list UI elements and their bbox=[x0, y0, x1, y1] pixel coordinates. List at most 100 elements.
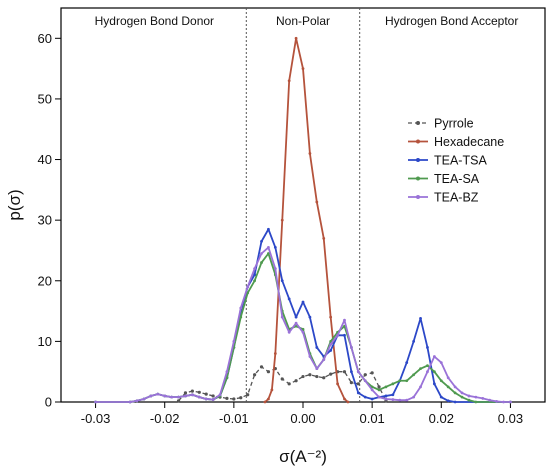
data-point bbox=[412, 395, 416, 399]
y-tick-label: 10 bbox=[38, 334, 52, 349]
data-point bbox=[467, 398, 471, 402]
data-point bbox=[398, 379, 402, 383]
data-point bbox=[349, 381, 353, 385]
data-point bbox=[267, 252, 270, 255]
data-point bbox=[419, 385, 422, 389]
data-point bbox=[439, 395, 443, 399]
x-tick-label: -0.02 bbox=[150, 411, 180, 426]
data-point bbox=[384, 385, 388, 389]
region-label: Hydrogen Bond Donor bbox=[95, 14, 214, 28]
data-point bbox=[273, 352, 277, 355]
data-point bbox=[301, 374, 305, 379]
data-point bbox=[329, 343, 333, 346]
data-point bbox=[211, 398, 215, 401]
y-tick-label: 50 bbox=[38, 91, 52, 106]
data-point bbox=[263, 400, 267, 404]
data-point bbox=[405, 379, 409, 383]
data-point bbox=[135, 399, 139, 403]
data-point bbox=[370, 388, 374, 392]
data-point bbox=[246, 393, 250, 397]
data-point bbox=[287, 382, 291, 386]
data-point bbox=[322, 376, 326, 380]
data-point bbox=[190, 389, 194, 393]
data-point bbox=[308, 315, 312, 319]
data-point bbox=[405, 361, 409, 364]
data-point bbox=[377, 395, 381, 399]
legend-label: TEA-TSA bbox=[434, 154, 487, 168]
data-point bbox=[301, 67, 305, 71]
data-point bbox=[273, 267, 277, 271]
data-point bbox=[356, 391, 360, 395]
data-point bbox=[301, 330, 305, 334]
data-point bbox=[405, 398, 409, 402]
y-tick-label: 20 bbox=[38, 273, 52, 288]
data-point bbox=[225, 370, 229, 374]
x-tick-label: -0.03 bbox=[81, 411, 111, 426]
data-point bbox=[426, 346, 429, 349]
data-point bbox=[163, 394, 167, 398]
data-point bbox=[267, 246, 270, 249]
data-point bbox=[197, 395, 201, 399]
series-line-tea-sa bbox=[95, 252, 511, 403]
data-point bbox=[301, 300, 305, 304]
data-point bbox=[350, 346, 353, 349]
legend-marker bbox=[416, 195, 420, 199]
data-point bbox=[287, 79, 291, 83]
legend-label: TEA-BZ bbox=[434, 191, 479, 205]
data-point bbox=[391, 398, 395, 401]
data-point bbox=[336, 382, 339, 386]
x-tick-label: 0.03 bbox=[498, 411, 523, 426]
data-point bbox=[280, 279, 284, 283]
data-point bbox=[184, 394, 187, 398]
data-point bbox=[488, 398, 492, 402]
legend-label: Pyrrole bbox=[434, 117, 474, 131]
data-point bbox=[308, 152, 312, 155]
x-tick-label: 0.01 bbox=[359, 411, 384, 426]
data-point bbox=[432, 370, 436, 374]
data-point bbox=[426, 370, 429, 374]
data-point bbox=[266, 370, 271, 374]
data-point bbox=[329, 372, 333, 376]
data-point bbox=[419, 316, 422, 320]
data-point bbox=[363, 373, 367, 377]
data-point bbox=[280, 315, 284, 319]
data-point bbox=[329, 349, 333, 352]
data-point bbox=[280, 377, 284, 381]
data-point bbox=[426, 364, 429, 368]
data-point bbox=[294, 379, 298, 383]
legend-label: TEA-SA bbox=[434, 172, 480, 186]
data-point bbox=[183, 391, 188, 395]
data-point bbox=[225, 396, 229, 400]
data-point bbox=[391, 393, 395, 397]
data-point bbox=[481, 396, 485, 400]
legend-marker bbox=[416, 121, 420, 125]
data-point bbox=[260, 261, 263, 264]
data-point bbox=[377, 385, 381, 389]
legend-label: Hexadecane bbox=[434, 135, 504, 149]
data-point bbox=[267, 227, 270, 231]
data-point bbox=[343, 397, 346, 401]
data-point bbox=[377, 388, 381, 392]
data-point bbox=[342, 370, 347, 374]
data-point bbox=[419, 367, 422, 371]
data-point bbox=[460, 391, 464, 395]
data-point bbox=[287, 330, 291, 334]
data-point bbox=[315, 367, 319, 371]
data-point bbox=[315, 346, 319, 349]
region-label: Non-Polar bbox=[276, 14, 330, 28]
data-point bbox=[412, 339, 416, 343]
y-tick-label: 0 bbox=[45, 395, 52, 410]
data-point bbox=[246, 291, 250, 295]
data-point bbox=[356, 370, 360, 374]
data-point bbox=[350, 370, 353, 374]
x-tick-label: -0.01 bbox=[219, 411, 249, 426]
data-point bbox=[270, 388, 274, 392]
x-axis-title: σ(A⁻²) bbox=[279, 447, 327, 466]
data-point bbox=[128, 400, 132, 404]
data-point bbox=[176, 399, 181, 403]
data-point bbox=[204, 392, 208, 396]
data-point bbox=[370, 371, 374, 375]
legend-marker bbox=[416, 176, 420, 181]
data-point bbox=[460, 395, 464, 399]
data-point bbox=[267, 397, 270, 401]
